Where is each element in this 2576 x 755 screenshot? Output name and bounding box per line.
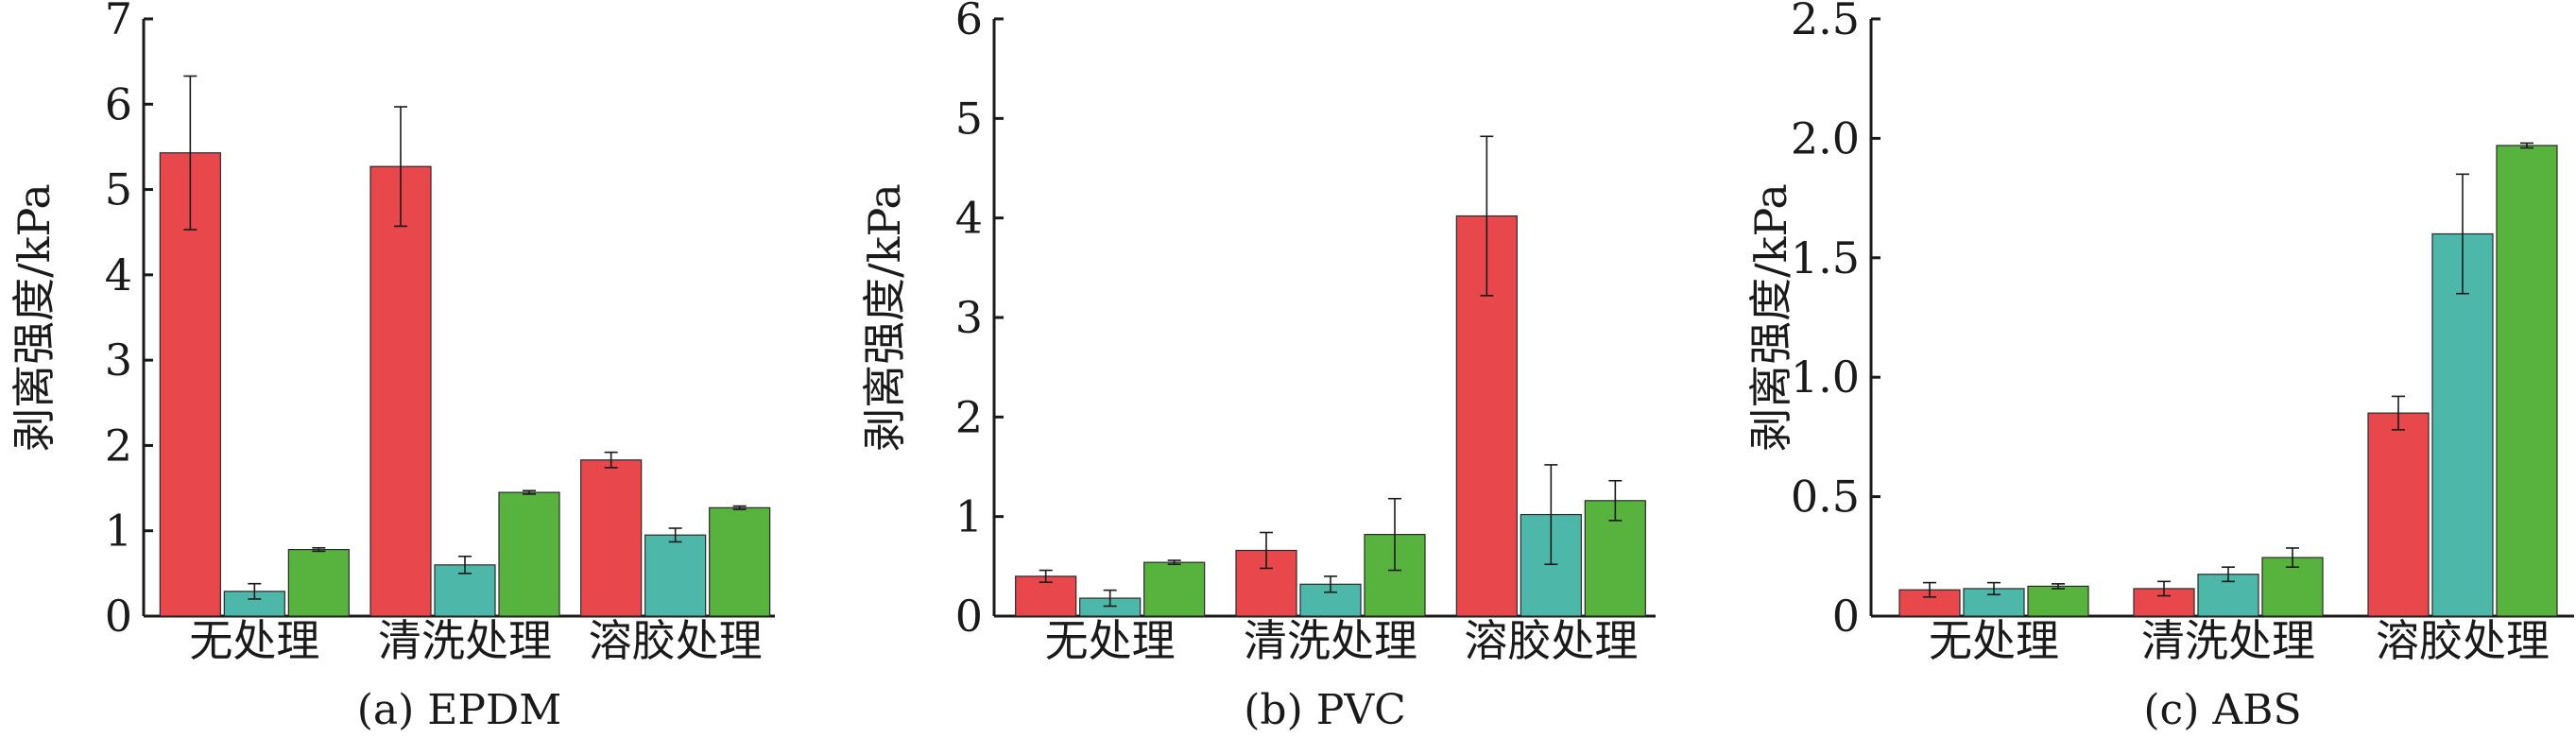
bar bbox=[1143, 561, 1206, 617]
y-axis-label: 剥离强度/kPa bbox=[859, 183, 910, 452]
y-tick-label: 0 bbox=[1832, 591, 1860, 642]
bar bbox=[2431, 232, 2494, 617]
x-category-label: 无处理 bbox=[189, 615, 319, 666]
y-tick-label: 1.5 bbox=[1791, 232, 1860, 283]
y-tick-label: 1 bbox=[955, 491, 983, 542]
y-tick-label: 2.5 bbox=[1791, 0, 1860, 44]
bar bbox=[709, 506, 771, 617]
bar bbox=[287, 548, 350, 617]
bar bbox=[2367, 412, 2430, 617]
y-tick-label: 0 bbox=[955, 591, 983, 642]
y-tick-label: 4 bbox=[105, 249, 132, 300]
y-tick-label: 5 bbox=[105, 164, 132, 215]
y-tick-label: 3 bbox=[105, 335, 132, 386]
x-category-label: 清洗处理 bbox=[2141, 615, 2315, 666]
x-category-label: 清洗处理 bbox=[378, 615, 552, 666]
y-axis-label: 剥离强度/kPa bbox=[9, 183, 60, 452]
y-tick-label: 6 bbox=[105, 78, 132, 129]
x-category-label: 溶胶处理 bbox=[1464, 615, 1638, 666]
y-tick-label: 2 bbox=[955, 391, 983, 442]
x-category-label: 溶胶处理 bbox=[2376, 615, 2550, 666]
bar bbox=[223, 591, 285, 617]
x-category-label: 溶胶处理 bbox=[589, 615, 763, 666]
y-tick-label: 5 bbox=[955, 93, 983, 144]
y-tick-label: 0 bbox=[105, 591, 132, 642]
y-tick-label: 7 bbox=[105, 0, 132, 44]
y-axis-label: 剥离强度/kPa bbox=[1745, 183, 1796, 452]
chart-panel-2: 0 1 2 3 4 5 6 剥离强度/kPa 无处理 清洗处理 溶胶处理 (b) PVC bbox=[859, 0, 1656, 734]
panel-caption: (a) EPDM bbox=[357, 686, 562, 734]
bar bbox=[2027, 585, 2089, 617]
x-category-label: 无处理 bbox=[1929, 615, 2059, 666]
chart-panel-3: 0 0.5 1.0 1.5 2.0 2.5 剥离强度/kPa 无处理 清洗处理 溶胶处理 (c) A… bbox=[1745, 0, 2574, 734]
y-tick-label: 0.5 bbox=[1791, 472, 1860, 523]
bar bbox=[644, 534, 707, 617]
panel-caption: (c) ABS bbox=[2143, 686, 2301, 734]
y-tick-label: 2.0 bbox=[1791, 112, 1860, 163]
panel-caption: (b) PVC bbox=[1244, 686, 1406, 734]
y-tick-label: 1 bbox=[105, 506, 132, 557]
bar bbox=[498, 491, 560, 617]
y-tick-label: 2 bbox=[105, 420, 132, 471]
chart-panel-1: 0 1 2 3 4 5 6 7 剥离强度/kPa 无处理 清洗处理 溶胶处理 (a) EPDM bbox=[9, 0, 775, 734]
bar bbox=[2496, 145, 2558, 617]
bar bbox=[580, 459, 643, 617]
y-tick-label: 4 bbox=[955, 193, 983, 244]
x-category-label: 无处理 bbox=[1045, 615, 1176, 666]
y-tick-label: 3 bbox=[955, 292, 983, 343]
y-tick-label: 6 bbox=[955, 0, 983, 44]
x-category-label: 清洗处理 bbox=[1244, 615, 1417, 666]
bar bbox=[369, 165, 432, 617]
y-tick-label: 1.0 bbox=[1791, 352, 1860, 403]
